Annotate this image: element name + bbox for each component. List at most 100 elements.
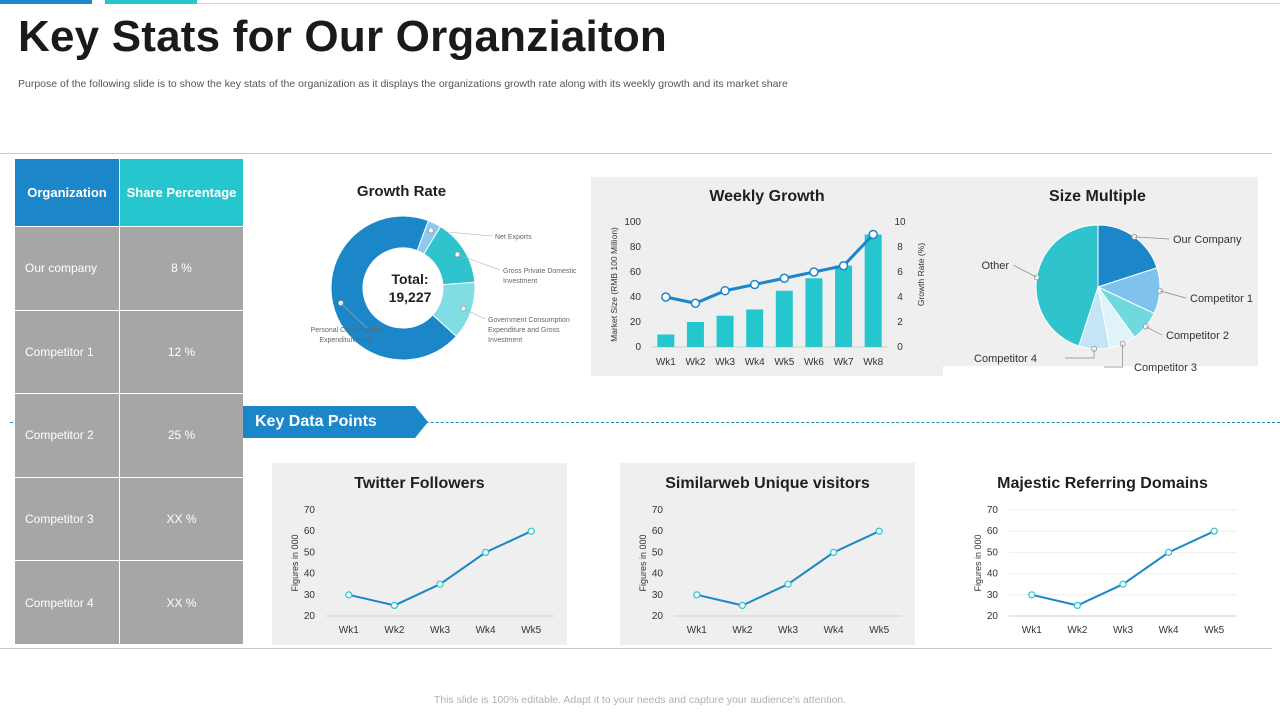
weekly-y-tick-left: 20 [630,317,642,328]
weekly-x-tick: Wk1 [656,357,676,368]
weekly-bar [835,265,853,347]
line-x-tick: Wk2 [1067,625,1087,636]
twitter-followers-svg: 20 30 40 50 60 70 Figures in 000 Wk1 Wk2 Wk3 Wk4 Wk… [290,505,554,636]
line-y-tick: 40 [652,569,664,580]
line-y-tick: 40 [987,569,999,580]
section-divider-top [0,153,1272,154]
majestic-domains-title: Majestic Referring Domains [997,475,1208,492]
line-y-tick: 60 [304,526,316,537]
donut-slice-label-line: Investment [488,337,522,344]
line-y-tick: 50 [987,547,999,558]
table-cell-share: 12 % [119,309,244,395]
line-y-tick: 20 [652,611,664,622]
page-subtitle: Purpose of the following slide is to sho… [18,78,788,90]
line-x-tick: Wk5 [521,625,541,636]
line-x-tick: Wk4 [476,625,496,636]
line-y-label: Figures in 000 [973,534,983,591]
line-point [1210,527,1218,535]
size-multiple-chart: Size Multiple Our Company Competitor 1 Com… [937,177,1258,374]
weekly-x-tick: Wk7 [834,357,854,368]
share-table: Organization Share Percentage Our compan… [14,158,244,645]
line-x-tick: Wk3 [778,625,798,636]
donut-center [364,249,442,327]
weekly-x-tick: Wk4 [745,357,765,368]
weekly-bar [746,309,764,347]
weekly-y-tick-left: 60 [630,267,642,278]
line-y-tick: 50 [304,547,316,558]
donut-slice-label: Personal Consumption Expenditure 69% [311,327,382,344]
weekly-growth-point [720,286,730,296]
growth-rate-svg: Personal Consumption Expenditure 69% Net E… [311,215,577,361]
line-point [1165,548,1173,557]
table-row: Competitor 4 XX % [14,560,244,645]
weekly-growth-point [838,261,849,271]
line-point [784,580,792,588]
donut-slice-label-line: Government Consumption [488,317,570,324]
line-x-tick: Wk2 [732,625,752,636]
top-divider [197,3,1280,4]
pie-leader-line [1159,290,1187,299]
weekly-growth-point [809,267,819,277]
weekly-growth-point [868,229,878,240]
line-x-tick: Wk4 [824,625,844,636]
twitter-followers-title: Twitter Followers [354,475,485,492]
size-multiple-svg: Our Company Competitor 1 Competitor 2 Compe… [974,224,1253,374]
line-x-tick: Wk5 [1204,625,1224,636]
line-y-label: Figures in 000 [638,534,648,591]
similarweb-visitors-title: Similarweb Unique visitors [665,475,870,492]
similarweb-visitors-chart: Similarweb Unique visitors 20 30 40 50 60 70 F… [620,463,915,645]
line-point [527,527,535,535]
footer-note: This slide is 100% editable. Adapt it to… [433,694,847,706]
donut-slice-label-line: Personal Consumption [311,327,382,334]
weekly-x-tick: Wk8 [863,357,883,368]
line-x-tick: Wk5 [869,625,889,636]
line-y-tick: 60 [652,526,664,537]
line-y-tick: 60 [987,526,999,537]
table-header-organization: Organization [14,158,120,227]
table-cell-organization: Competitor 4 [14,560,120,645]
donut-leader-line [457,254,501,271]
page-title: Key Stats for Our Organziaiton [18,12,667,61]
weekly-growth-line [665,233,875,305]
donut-slice-label: Net Exports [495,234,532,241]
donut-leader-line [340,302,369,330]
table-cell-organization: Competitor 3 [14,476,120,562]
weekly-bar [716,315,734,347]
line-series [348,530,532,607]
line-x-tick: Wk1 [687,625,707,636]
dashed-divider [10,422,1280,423]
pie-slice-label: Competitor 4 [974,353,1037,365]
donut-leader-line [463,308,486,320]
weekly-y-tick-right: 6 [897,267,903,278]
line-point [482,548,490,557]
line-y-tick: 70 [652,505,664,516]
donut-slice-label-line: Expenditure and Gross [488,327,560,334]
weekly-y-tick-right: 0 [897,342,903,353]
line-y-label: Figures in 000 [290,534,300,591]
size-multiple-title: Size Multiple [1049,188,1146,205]
weekly-y-tick-right: 2 [897,317,903,328]
line-point [390,601,399,609]
line-series [1031,530,1215,607]
line-y-tick: 50 [652,547,664,558]
table-row: Competitor 3 XX % [14,476,244,562]
weekly-y-label-right: Growth Rate (%) [916,243,926,306]
line-y-tick: 30 [987,590,999,601]
pie-leader-line [1134,236,1170,240]
pie-slice-label: Other [981,260,1009,272]
line-point [436,580,444,588]
pie-slice-label: Our Company [1173,234,1242,246]
weekly-x-tick: Wk6 [804,357,824,368]
donut-slice-label-line: Net Exports [495,234,532,241]
line-x-tick: Wk1 [339,625,359,636]
line-point [693,591,701,599]
weekly-bar [864,234,882,347]
line-point [345,591,353,599]
table-cell-organization: Our company [14,226,120,311]
weekly-y-tick-right: 4 [897,292,903,303]
weekly-x-tick: Wk5 [774,357,794,368]
line-point [1073,601,1082,609]
pie-leader-line [1065,348,1095,359]
weekly-bar [657,334,675,347]
pie-slice-label: Competitor 3 [1134,362,1197,374]
